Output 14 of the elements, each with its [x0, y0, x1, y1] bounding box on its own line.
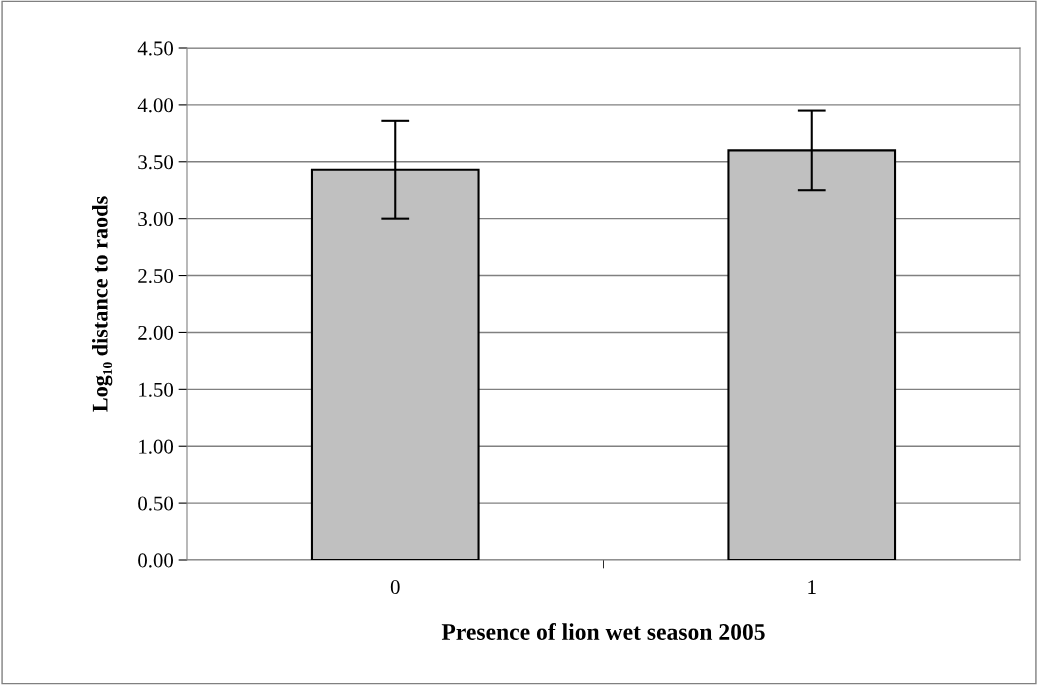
x-axis-title: Presence of lion wet season 2005 [441, 623, 765, 640]
y-tick-label: 3.00 [138, 212, 174, 227]
x-tick-label: 0 [390, 580, 400, 595]
y-tick-label: 1.50 [139, 382, 174, 397]
y-tick-label: 2.50 [138, 268, 174, 284]
y-tick-label: 3.50 [138, 155, 174, 170]
y-tick-label: 4.50 [137, 41, 174, 56]
y-tick-label: 1.00 [139, 439, 174, 454]
y-tick-label: 4.00 [137, 98, 174, 113]
x-tick-label: 1 [808, 580, 816, 594]
y-tick-label: 0.00 [138, 553, 174, 568]
y-tick-label: 2.00 [138, 325, 174, 340]
y-tick-label: 0.50 [138, 496, 174, 511]
y-axis-title: Log₁₀ distance to raods [92, 196, 113, 412]
